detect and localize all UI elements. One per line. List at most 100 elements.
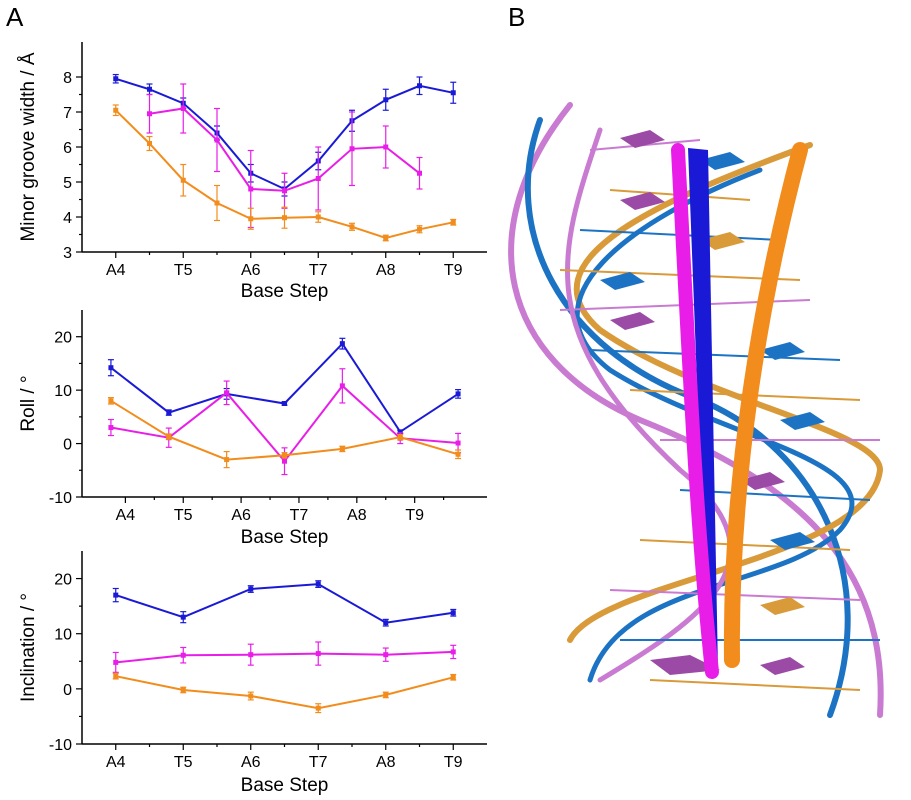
- data-point-orange: [166, 434, 172, 440]
- data-point-orange: [383, 692, 389, 698]
- y-tick-label: 6: [63, 140, 72, 157]
- data-point-orange: [315, 705, 321, 711]
- dna-double-helix-cartoon-icon: [508, 102, 884, 718]
- data-point-orange: [180, 687, 186, 693]
- data-point-blue: [108, 365, 114, 371]
- panel-label-a: A: [6, 2, 24, 32]
- data-point-magenta: [417, 170, 422, 176]
- helix-axis-magenta: [671, 143, 719, 679]
- minor-groove-width-chart: 3 4 5 6 7 8 A4 T5 A6 T7 A8 T9 Base Step Minor groove …: [18, 42, 487, 302]
- backbone-strand-pink-2: [564, 127, 733, 683]
- x-tick-label: T7: [309, 754, 328, 771]
- data-point-orange: [180, 177, 186, 183]
- data-point-orange: [349, 224, 355, 230]
- series-line-orange: [115, 675, 454, 710]
- y-tick-label: -10: [49, 490, 72, 507]
- x-axis-title: Base Step: [241, 775, 329, 796]
- data-point-orange: [214, 200, 220, 206]
- data-point-orange: [450, 674, 456, 680]
- x-tick-label: T7: [290, 507, 309, 524]
- y-tick-label: 0: [63, 437, 72, 454]
- y-tick-label: 20: [54, 572, 72, 589]
- x-tick-label: T5: [174, 507, 193, 524]
- data-point-magenta: [180, 106, 186, 111]
- x-tick-label: A8: [347, 507, 367, 524]
- data-point-orange: [113, 673, 119, 679]
- y-tick-label: 7: [63, 105, 72, 122]
- x-tick-label: A4: [116, 507, 136, 524]
- x-axis-title: Base Step: [241, 527, 329, 548]
- x-axis-title: Base Step: [241, 281, 329, 302]
- x-tick-label: T9: [444, 262, 463, 279]
- x-tick-label: A8: [376, 754, 396, 771]
- x-tick-label: T7: [309, 262, 328, 279]
- series-line-magenta: [115, 650, 454, 664]
- data-point-blue: [450, 90, 456, 96]
- data-point-orange: [315, 214, 321, 220]
- data-point-magenta: [339, 383, 345, 389]
- y-tick-label: 3: [63, 245, 72, 262]
- data-point-orange: [339, 446, 345, 452]
- y-tick-label: 20: [54, 330, 72, 347]
- y-tick-label: 8: [63, 70, 72, 87]
- roll-chart: -10 0 10 20 A4 T5 A6 T7 A8 T9 Base Step Roll / °: [18, 310, 487, 548]
- y-axis-title: Inclination / °: [18, 593, 39, 702]
- x-tick-label: A8: [376, 262, 396, 279]
- data-point-orange: [224, 457, 230, 463]
- x-tick-label: T9: [405, 507, 424, 524]
- data-point-blue: [315, 581, 321, 587]
- data-point-magenta: [248, 186, 254, 192]
- x-tick-label: T9: [444, 754, 463, 771]
- data-point-blue: [282, 401, 287, 406]
- data-point-blue: [113, 592, 119, 598]
- backbone-strand-pink: [508, 102, 884, 718]
- data-point-magenta: [315, 651, 321, 657]
- data-point-orange: [248, 216, 254, 222]
- series-line-blue: [115, 583, 454, 624]
- y-tick-label: 10: [54, 383, 72, 400]
- data-point-orange: [113, 107, 119, 113]
- data-point-orange: [450, 219, 456, 225]
- x-tick-label: A6: [241, 754, 261, 771]
- data-point-blue: [455, 391, 461, 397]
- data-point-orange: [397, 434, 403, 440]
- y-tick-label: -10: [49, 737, 72, 754]
- data-point-magenta: [113, 659, 119, 665]
- x-tick-label: A4: [106, 262, 126, 279]
- series-line-blue: [115, 77, 454, 191]
- data-point-magenta: [455, 440, 461, 446]
- data-point-magenta: [224, 390, 230, 396]
- data-point-blue: [417, 83, 422, 89]
- data-point-magenta: [282, 188, 287, 194]
- x-tick-label: A6: [241, 262, 261, 279]
- y-tick-label: 5: [63, 175, 72, 192]
- data-point-magenta: [315, 176, 321, 181]
- panel-label-b: B: [508, 2, 525, 32]
- data-point-magenta: [282, 458, 287, 464]
- data-point-magenta: [383, 652, 389, 658]
- data-point-magenta: [214, 137, 220, 143]
- data-point-magenta: [248, 652, 254, 658]
- inclination-chart: -10 0 10 20 A4 T5 A6 T7 A8 T9 Base Step Inclination…: [18, 551, 487, 796]
- data-point-orange: [455, 451, 461, 457]
- data-point-magenta: [383, 144, 389, 150]
- x-tick-label: A6: [231, 507, 251, 524]
- data-point-blue: [383, 620, 389, 626]
- data-point-blue: [147, 86, 152, 92]
- data-point-blue: [113, 76, 119, 82]
- data-point-orange: [383, 235, 389, 241]
- data-point-magenta: [450, 649, 456, 655]
- data-point-blue: [166, 410, 172, 416]
- y-axis-title: Minor groove width / Å: [18, 52, 39, 241]
- data-point-orange: [282, 452, 287, 458]
- data-point-blue: [383, 97, 389, 103]
- data-point-blue: [339, 341, 345, 347]
- data-point-blue: [248, 586, 254, 592]
- y-axis-title: Roll / °: [18, 375, 39, 431]
- data-point-orange: [147, 141, 152, 146]
- data-point-blue: [450, 610, 456, 616]
- data-point-orange: [248, 693, 254, 699]
- data-point-magenta: [147, 111, 152, 117]
- y-tick-label: 4: [63, 210, 72, 227]
